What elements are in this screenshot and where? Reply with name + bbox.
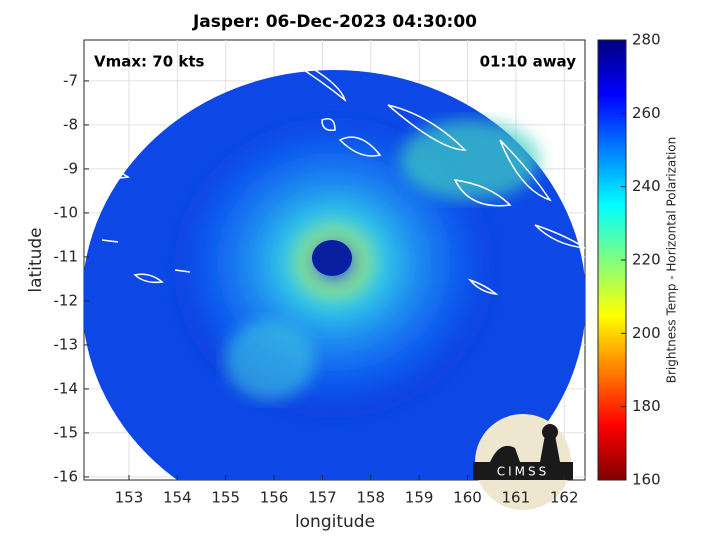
y-tick-label: -11 (54, 247, 79, 265)
colorbar-tick-label: 160 (632, 471, 661, 489)
colorbar-tick-label: 260 (632, 104, 661, 122)
y-tick-label: -10 (54, 203, 79, 221)
x-tick-label: 161 (502, 489, 531, 507)
colorbar-tick-label: 200 (632, 324, 661, 342)
logo-text: CIMSS (497, 465, 550, 479)
x-tick-label: 159 (405, 489, 434, 507)
y-tick-label: -12 (54, 291, 79, 309)
swath (84, 44, 585, 480)
x-tick-label: 162 (550, 489, 579, 507)
annotation: Vmax: 70 kts (94, 53, 204, 71)
x-tick-label: 157 (308, 489, 337, 507)
chart-title: Jasper: 06-Dec-2023 04:30:00 (192, 12, 477, 32)
y-tick-label: -9 (63, 159, 78, 177)
colorbar-tick-label: 220 (632, 251, 661, 269)
y-tick-label: -15 (54, 423, 79, 441)
x-tick-label: 160 (453, 489, 482, 507)
logo: CIMSS (473, 414, 573, 510)
y-tick-label: -8 (63, 115, 78, 133)
y-axis-label: latitude (26, 227, 46, 292)
y-tick-label: -16 (54, 467, 79, 485)
colorbar-tick-label: 280 (632, 31, 661, 49)
annotation: 01:10 away (480, 53, 577, 71)
y-tick-label: -7 (63, 71, 78, 89)
y-tick-label: -13 (54, 335, 79, 353)
x-axis-label: longitude (295, 512, 375, 532)
x-tick-label: 158 (356, 489, 385, 507)
y-tick-label: -14 (54, 379, 79, 397)
x-tick-label: 153 (115, 489, 144, 507)
colorbar-tick-label: 180 (632, 397, 661, 415)
colorbar-label: Brightness Temp - Horizontal Polarizatio… (665, 137, 679, 384)
x-tick-label: 156 (260, 489, 289, 507)
colorbar-tick-label: 240 (632, 177, 661, 195)
x-tick-label: 155 (211, 489, 240, 507)
x-tick-label: 154 (163, 489, 192, 507)
